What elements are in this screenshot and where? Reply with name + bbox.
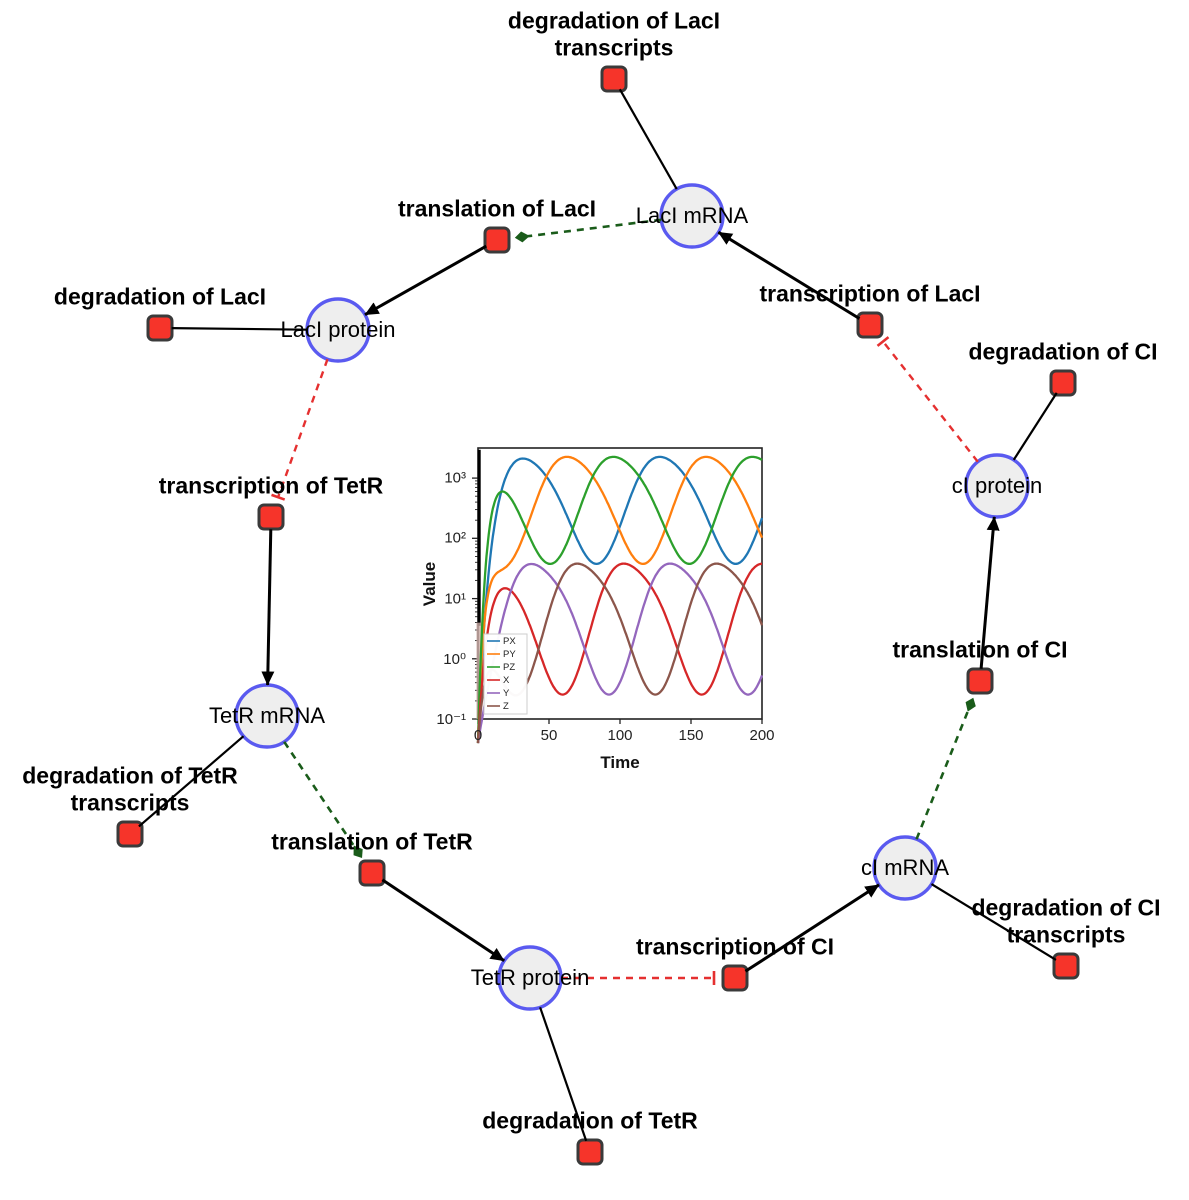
svg-text:PZ: PZ bbox=[503, 662, 515, 673]
svg-text:Y: Y bbox=[503, 688, 510, 699]
svg-text:PY: PY bbox=[503, 649, 516, 660]
svg-text:X: X bbox=[503, 675, 510, 686]
svg-text:PX: PX bbox=[503, 636, 516, 647]
svg-text:Z: Z bbox=[503, 701, 509, 712]
